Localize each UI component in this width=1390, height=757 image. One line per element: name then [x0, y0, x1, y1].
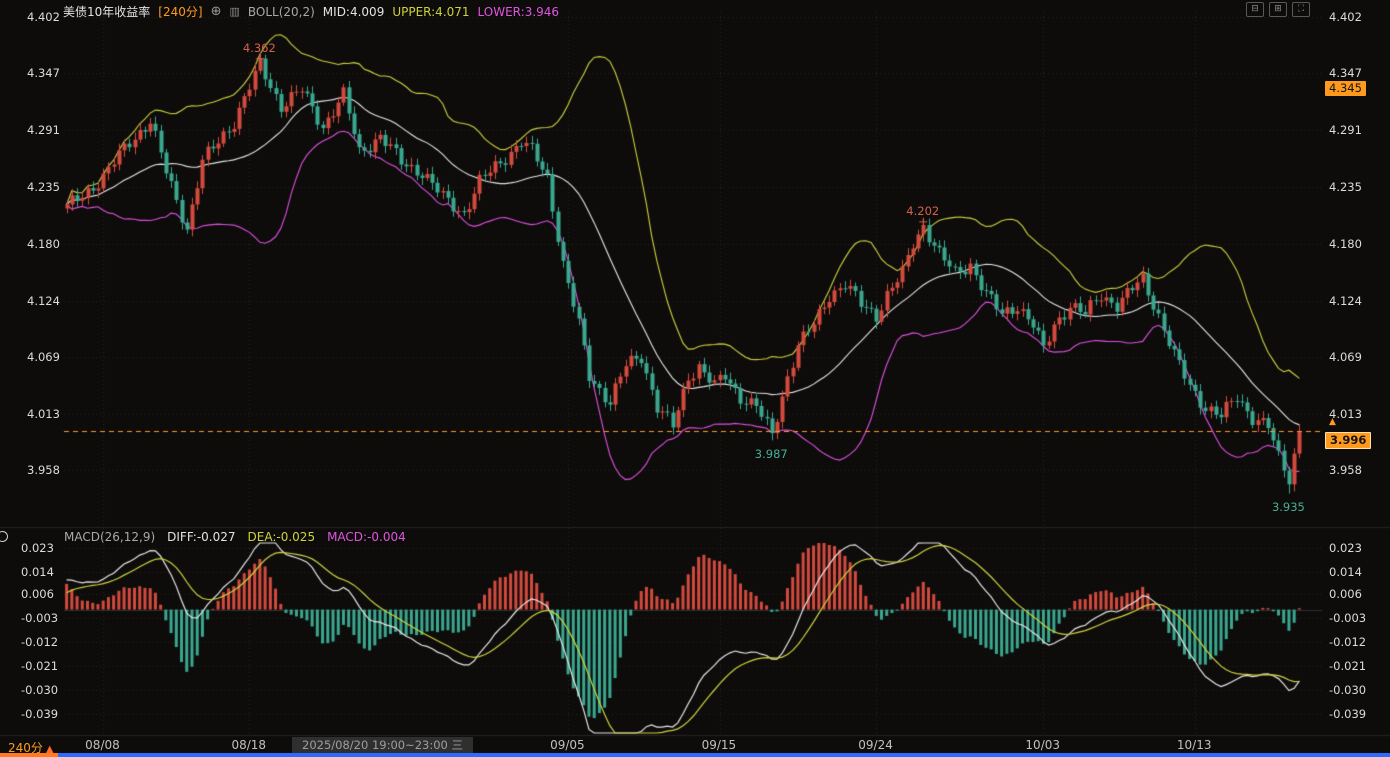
macd-panel-legend: MACD(26,12,9) DIFF:-0.027 DEA:-0.025 MAC… [64, 530, 406, 544]
price-tag: 4.345 [1325, 81, 1366, 97]
panel-toggle-icon[interactable] [0, 531, 8, 542]
boll-label: BOLL(20,2) [247, 4, 315, 19]
price-tag: 3.996 [1325, 432, 1372, 450]
window-controls: ⊟ ⊞ ⛶ [1246, 2, 1310, 17]
fullscreen-icon[interactable]: ⛶ [1292, 2, 1310, 17]
last-price-up-arrow-icon: ▲ [1329, 417, 1336, 427]
chart-title: 美债10年收益率 [63, 5, 151, 19]
price-panel-legend: 美债10年收益率 [240分] ⊕ ▥ BOLL(20,2) MID:4.009… [63, 3, 559, 20]
timeframe-selector[interactable]: [240分] [158, 5, 203, 19]
timeframe-indicator-label: 240分 [8, 741, 43, 755]
boll-indicator-icon: ▥ [229, 5, 240, 18]
screenshot-icon[interactable]: ⊟ [1246, 2, 1264, 17]
macd-dea-value: DEA:-0.025 [247, 530, 316, 544]
boll-upper-value: UPPER:4.071 [392, 4, 470, 19]
boll-lower-value: LOWER:3.946 [477, 4, 560, 19]
macd-label: MACD(26,12,9) [64, 530, 156, 544]
macd-diff-value: DIFF:-0.027 [167, 530, 236, 544]
grid-view-icon[interactable]: ⊞ [1269, 2, 1287, 17]
timeframe-indicator[interactable]: 240分 ▲ [8, 739, 54, 756]
add-indicator-icon[interactable]: ⊕ [210, 4, 222, 19]
macd-macd-value: MACD:-0.004 [327, 530, 406, 544]
timeframe-up-arrow-icon: ▲ [45, 744, 54, 755]
scrollbar-loaded-segment [0, 753, 58, 757]
horizontal-scrollbar[interactable] [58, 753, 1390, 757]
hover-tooltip: 2025/08/20 19:00~23:00 三 [292, 737, 474, 753]
boll-mid-value: MID:4.009 [322, 4, 385, 19]
